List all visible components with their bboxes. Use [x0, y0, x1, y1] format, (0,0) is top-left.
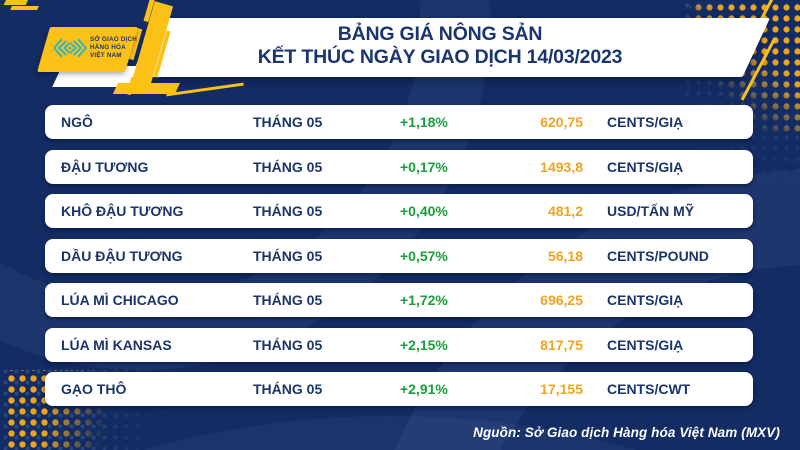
page-title-line1: BẢNG GIÁ NÔNG SẢN	[337, 23, 543, 45]
price-unit: CENTS/POUND	[607, 247, 709, 264]
table-row: KHÔ ĐẬU TƯƠNG THÁNG 05 +0,40% 481,2 USD/…	[45, 194, 753, 228]
commodity-name: NGÔ	[61, 114, 93, 130]
price-value: 620,75	[540, 114, 583, 130]
change-percent: +0,17%	[400, 158, 448, 175]
contract-month: THÁNG 05	[253, 158, 323, 175]
commodity-name: ĐẬU TƯƠNG	[61, 158, 149, 175]
change-percent: +2,91%	[400, 381, 448, 397]
price-value: 696,25	[540, 292, 583, 308]
table-row: NGÔ THÁNG 05 +1,18% 620,75 CENTS/GIẠ	[45, 105, 753, 139]
contract-month: THÁNG 05	[253, 292, 323, 308]
price-value: 481,2	[547, 203, 583, 219]
price-value: 1493,8	[540, 158, 583, 175]
page-title: BẢNG GIÁ NÔNG SẢN KẾT THÚC NGÀY GIAO DỊC…	[160, 23, 720, 69]
price-unit: CENTS/CWT	[607, 381, 691, 397]
change-percent: +2,15%	[400, 336, 448, 353]
change-percent: +0,40%	[400, 203, 448, 219]
price-unit: CENTS/GIẠ	[607, 114, 684, 130]
price-unit: USD/TẤN MỸ	[607, 203, 695, 219]
price-unit: CENTS/GIẠ	[607, 158, 684, 175]
commodity-name: LÚA MÌ KANSAS	[61, 336, 172, 353]
price-value: 56,18	[547, 247, 583, 264]
commodity-name: GẠO THÔ	[61, 381, 127, 397]
price-value: 817,75	[540, 336, 583, 353]
page-title-line2: KẾT THÚC NGÀY GIAO DỊCH 14/03/2023	[257, 46, 623, 68]
table-row: LÚA MÌ CHICAGO THÁNG 05 +1,72% 696,25 CE…	[45, 283, 753, 317]
price-unit: CENTS/GIẠ	[607, 292, 684, 308]
commodity-name: LÚA MÌ CHICAGO	[61, 292, 179, 308]
table-row: LÚA MÌ KANSAS THÁNG 05 +2,15% 817,75 CEN…	[45, 327, 753, 362]
change-percent: +1,72%	[400, 292, 448, 308]
contract-month: THÁNG 05	[253, 247, 323, 264]
table-row: ĐẬU TƯƠNG THÁNG 05 +0,17% 1493,8 CENTS/G…	[45, 149, 753, 184]
mxv-logo-text-line2: HÀNG HÓA	[90, 43, 126, 51]
mxv-logo-text-line1: SỞ GIAO DỊCH	[90, 36, 137, 43]
source-note: Nguồn: Sở Giao dịch Hàng hóa Việt Nam (M…	[473, 425, 780, 440]
mxv-chevrons-icon	[52, 37, 88, 64]
table-row: DẦU ĐẬU TƯƠNG THÁNG 05 +0,57% 56,18 CENT…	[45, 238, 753, 273]
change-percent: +1,18%	[400, 114, 448, 130]
price-unit: CENTS/GIẠ	[607, 336, 684, 353]
corner-accent	[10, 6, 39, 10]
contract-month: THÁNG 05	[253, 203, 323, 219]
commodity-name: KHÔ ĐẬU TƯƠNG	[61, 203, 184, 219]
commodity-name: DẦU ĐẬU TƯƠNG	[61, 247, 183, 264]
table-row: GẠO THÔ THÁNG 05 +2,91% 17,155 CENTS/CWT	[45, 372, 753, 406]
mxv-logo-text-line3: VIỆT NAM	[90, 51, 122, 59]
contract-month: THÁNG 05	[253, 336, 323, 353]
price-value: 17,155	[540, 381, 583, 397]
contract-month: THÁNG 05	[253, 381, 323, 397]
mxv-logo-text: SỞ GIAO DỊCH HÀNG HÓA VIỆT NAM	[90, 36, 137, 59]
price-table: NGÔ THÁNG 05 +1,18% 620,75 CENTS/GIẠ ĐẬU…	[45, 105, 753, 406]
change-percent: +0,57%	[400, 247, 448, 264]
contract-month: THÁNG 05	[253, 114, 323, 130]
corner-accent	[3, 0, 29, 5]
